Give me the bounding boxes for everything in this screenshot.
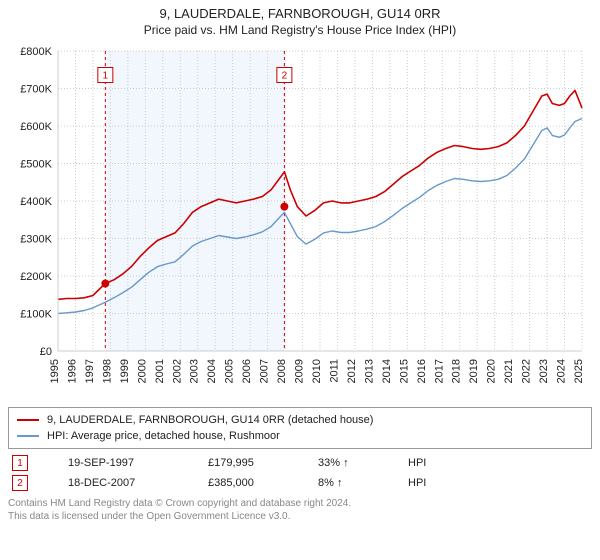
x-tick-label: 2002 — [171, 359, 183, 383]
x-tick-label: 2013 — [363, 359, 375, 383]
y-tick-label: £700K — [20, 84, 52, 96]
x-tick-label: 2016 — [416, 359, 428, 383]
x-tick-label: 1996 — [66, 359, 78, 383]
x-tick-label: 1997 — [84, 359, 96, 383]
y-tick-label: £0 — [40, 346, 52, 358]
x-tick-label: 2021 — [503, 359, 515, 383]
marker-badge: 1 — [12, 455, 28, 471]
event-marker — [280, 203, 288, 211]
marker-date: 18-DEC-2007 — [68, 477, 208, 489]
x-tick-label: 2006 — [241, 359, 253, 383]
event-markers-table: 1 19-SEP-1997£179,99533% ↑HPI 2 18-DEC-2007… — [8, 455, 592, 491]
y-tick-label: £500K — [20, 159, 52, 171]
y-tick-label: £800K — [20, 46, 52, 58]
x-tick-label: 2010 — [311, 359, 323, 383]
legend-label: HPI: Average price, detached house, Rush… — [47, 430, 280, 442]
marker-pct: 33% ↑ — [318, 457, 408, 469]
marker-row: 1 19-SEP-1997£179,99533% ↑HPI — [8, 455, 592, 471]
legend-item: 9, LAUDERDALE, FARNBOROUGH, GU14 0RR (de… — [17, 412, 583, 428]
marker-label: HPI — [408, 457, 592, 469]
y-tick-label: £200K — [20, 271, 52, 283]
y-tick-label: £300K — [20, 234, 52, 246]
marker-badge: 2 — [12, 475, 28, 491]
x-tick-label: 2015 — [398, 359, 410, 383]
x-tick-label: 2012 — [346, 359, 358, 383]
y-tick-label: £400K — [20, 196, 52, 208]
x-tick-label: 2009 — [294, 359, 306, 383]
x-tick-label: 2017 — [433, 359, 445, 383]
x-tick-label: 1998 — [101, 359, 113, 383]
x-tick-label: 2007 — [259, 359, 271, 383]
marker-pct: 8% ↑ — [318, 477, 408, 489]
marker-label: HPI — [408, 477, 592, 489]
y-tick-label: £100K — [20, 309, 52, 321]
legend-swatch — [17, 419, 39, 421]
x-tick-label: 2020 — [486, 359, 498, 383]
legend-label: 9, LAUDERDALE, FARNBOROUGH, GU14 0RR (de… — [47, 414, 373, 426]
legend-item: HPI: Average price, detached house, Rush… — [17, 428, 583, 444]
x-tick-label: 2003 — [189, 359, 201, 383]
x-tick-label: 2001 — [154, 359, 166, 383]
x-tick-label: 2008 — [276, 359, 288, 383]
x-tick-label: 2019 — [468, 359, 480, 383]
event-badge-label: 2 — [282, 71, 288, 82]
x-tick-label: 2005 — [224, 359, 236, 383]
x-tick-label: 2004 — [206, 359, 218, 383]
chart-area: £0 £100K £200K £300K £400K £500K £600K £700K £80… — [8, 43, 592, 401]
y-tick-label: £600K — [20, 121, 52, 133]
marker-date: 19-SEP-1997 — [68, 457, 208, 469]
x-tick-label: 2025 — [573, 359, 585, 383]
line-chart: £0 £100K £200K £300K £400K £500K £600K £700K £80… — [8, 43, 592, 401]
disclaimer: Contains HM Land Registry data © Crown c… — [8, 497, 592, 523]
marker-price: £179,995 — [208, 457, 318, 469]
x-tick-label: 2024 — [556, 359, 568, 383]
disclaimer-line: This data is licensed under the Open Gov… — [8, 510, 592, 523]
x-tick-label: 1999 — [119, 359, 131, 383]
marker-price: £385,000 — [208, 477, 318, 489]
x-tick-label: 1995 — [49, 359, 61, 383]
x-tick-label: 2014 — [381, 359, 393, 383]
x-tick-label: 2011 — [328, 359, 340, 383]
chart-subtitle: Price paid vs. HM Land Registry's House … — [8, 23, 592, 37]
disclaimer-line: Contains HM Land Registry data © Crown c… — [8, 497, 592, 510]
legend: 9, LAUDERDALE, FARNBOROUGH, GU14 0RR (de… — [8, 407, 592, 449]
x-tick-label: 2018 — [451, 359, 463, 383]
x-tick-label: 2023 — [538, 359, 550, 383]
x-tick-label: 2022 — [521, 359, 533, 383]
x-tick-label: 2000 — [136, 359, 148, 383]
shaded-period — [105, 51, 284, 351]
legend-swatch — [17, 435, 39, 437]
chart-title: 9, LAUDERDALE, FARNBOROUGH, GU14 0RR — [8, 6, 592, 21]
marker-row: 2 18-DEC-2007£385,0008% ↑HPI — [8, 475, 592, 491]
event-badge-label: 1 — [103, 71, 109, 82]
